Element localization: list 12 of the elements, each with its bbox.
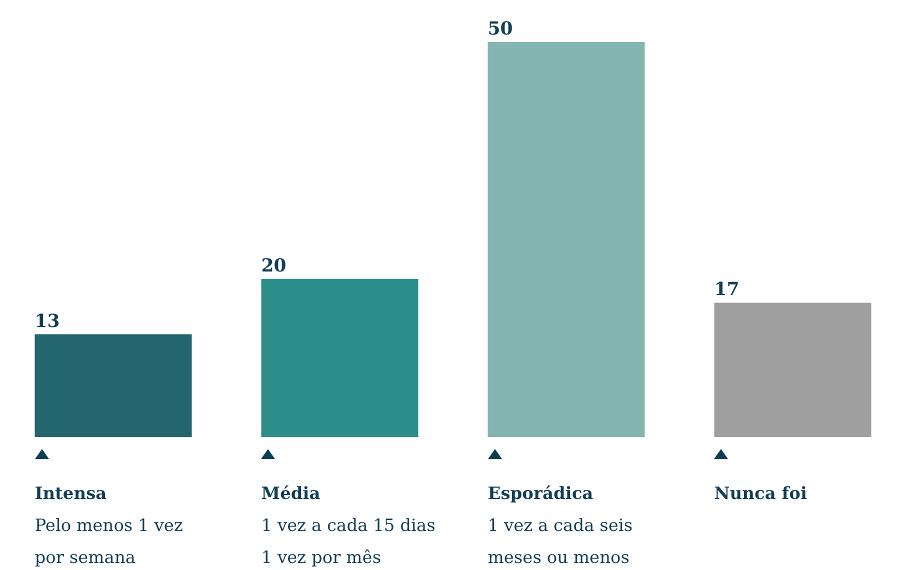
bar bbox=[261, 279, 418, 437]
bar bbox=[714, 302, 872, 437]
data-label: 20 bbox=[261, 256, 286, 276]
bar bbox=[488, 42, 645, 437]
data-label: 17 bbox=[714, 279, 740, 300]
x-tick-label: Nunca foi bbox=[714, 484, 807, 504]
data-label: 50 bbox=[488, 18, 513, 40]
x-tick-label: Média 1 vez a cada 15 dias 1 vez por mês bbox=[261, 483, 436, 570]
x-tick-label: Intensa Pelo menos 1 vez por semana bbox=[34, 483, 183, 570]
data-label: 13 bbox=[34, 310, 60, 332]
bar bbox=[34, 334, 192, 437]
x-tick-label: Esporádica 1 vez a cada seis meses ou menos bbox=[488, 483, 633, 570]
